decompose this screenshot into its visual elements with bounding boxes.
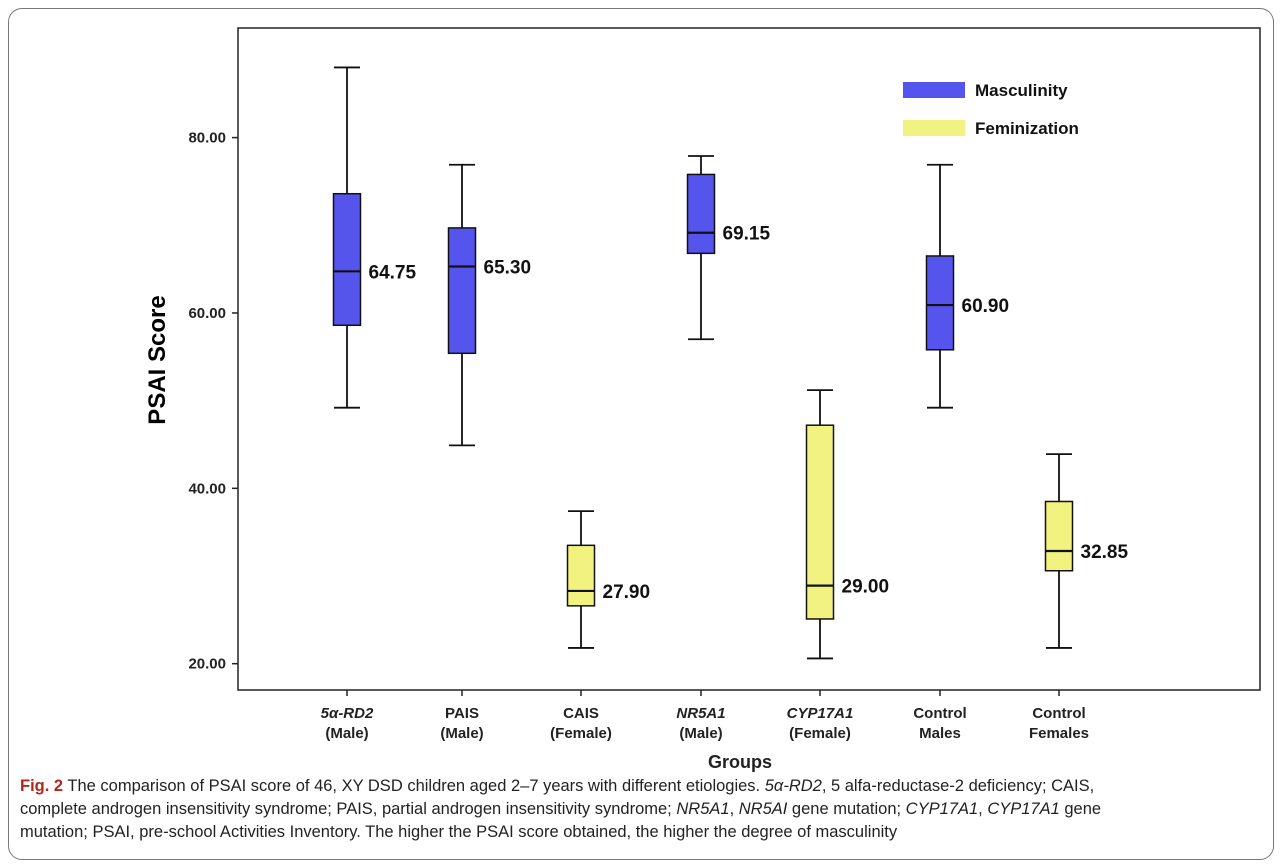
caption-text-8: mutation; PSAI, pre-school Activities In… bbox=[20, 823, 898, 841]
x-axis: 5α-RD2 (Male) PAIS (Male) CAIS (Female) NR5A1 (… bbox=[321, 690, 1089, 742]
figure-caption: Fig. 2 The comparison of PSAI score of 4… bbox=[20, 775, 1265, 844]
box-3: 27.90 bbox=[566, 510, 651, 649]
y-tick-label: 80.00 bbox=[188, 130, 226, 147]
x-tick-label-line2: (Male) bbox=[440, 725, 483, 742]
y-axis: 20.00 40.00 60.00 80.00 bbox=[188, 130, 238, 673]
box-6: 60.90 bbox=[925, 163, 1010, 409]
figure-frame bbox=[8, 8, 1274, 860]
x-tick-label-line1: Control bbox=[913, 705, 966, 722]
iqr-box bbox=[1044, 500, 1074, 572]
y-tick-label: 40.00 bbox=[188, 480, 226, 497]
x-axis-title: Groups bbox=[708, 752, 772, 772]
median-value-label: 64.75 bbox=[369, 262, 417, 283]
caption-text-4: , bbox=[729, 800, 739, 818]
iqr-box bbox=[566, 544, 596, 607]
x-tick-label-line1: 5α-RD2 bbox=[321, 705, 374, 722]
median-value-label: 60.90 bbox=[962, 296, 1010, 317]
box-5: 29.00 bbox=[805, 389, 890, 660]
caption-italic-2: NR5A1 bbox=[676, 800, 730, 818]
caption-italic-5: CYP17A1 bbox=[987, 800, 1060, 818]
caption-text-1: The comparison of PSAI score of 46, XY D… bbox=[63, 777, 765, 795]
caption-text-7: gene bbox=[1059, 800, 1102, 818]
x-tick-label-line1: PAIS bbox=[445, 705, 479, 722]
caption-text-2: , 5 alfa-reductase-2 deficiency; CAIS, bbox=[821, 777, 1095, 795]
median-value-label: 27.90 bbox=[603, 582, 651, 603]
iqr-box bbox=[447, 227, 477, 355]
legend: Masculinity Feminization bbox=[903, 81, 1079, 138]
caption-italic-1: 5α-RD2 bbox=[764, 777, 822, 795]
box-4: 69.15 bbox=[686, 155, 771, 341]
x-tick-label-line1: Control bbox=[1032, 705, 1085, 722]
caption-text-3: complete androgen insensitivity syndrome… bbox=[20, 800, 677, 818]
caption-figure-number: Fig. 2 bbox=[20, 777, 64, 795]
median-value-label: 32.85 bbox=[1081, 542, 1129, 563]
x-tick-label-line1: CAIS bbox=[563, 705, 599, 722]
iqr-box bbox=[925, 255, 955, 351]
x-tick-label-line2: Females bbox=[1029, 725, 1089, 742]
iqr-box bbox=[805, 424, 835, 620]
caption-text-6: , bbox=[978, 800, 988, 818]
plot-area-border bbox=[237, 27, 1261, 691]
legend-label: Masculinity bbox=[975, 81, 1068, 100]
x-tick-label-line2: (Male) bbox=[325, 725, 368, 742]
median-value-label: 29.00 bbox=[842, 577, 890, 598]
median-value-label: 69.15 bbox=[723, 224, 771, 245]
box-7: 32.85 bbox=[1044, 453, 1129, 649]
x-tick-label-line2: (Male) bbox=[679, 725, 722, 742]
caption-text-5: gene mutation; bbox=[787, 800, 906, 818]
y-tick-label: 20.00 bbox=[188, 656, 226, 673]
median-value-label: 65.30 bbox=[484, 257, 532, 278]
x-tick-label-line2: (Female) bbox=[789, 725, 851, 742]
caption-italic-4: CYP17A1 bbox=[905, 800, 979, 818]
caption-italic-3: NR5AI bbox=[738, 800, 788, 818]
iqr-box bbox=[332, 192, 362, 326]
box-series: 64.75 65.30 27.90 69.15 29.00 60.90 32.85 bbox=[332, 66, 1129, 660]
box-plot-chart: 20.00 40.00 60.00 80.00 64.75 65.30 27.90 69.1… bbox=[144, 27, 1261, 772]
x-tick-label-line2: (Female) bbox=[550, 725, 612, 742]
box-2: 65.30 bbox=[447, 163, 532, 447]
iqr-box bbox=[686, 173, 716, 255]
x-tick-label-line2: Males bbox=[919, 725, 961, 742]
x-tick-label-line1: CYP17A1 bbox=[787, 705, 854, 722]
y-axis-title: PSAI Score bbox=[144, 295, 171, 424]
legend-swatch bbox=[903, 82, 965, 98]
box-1: 64.75 bbox=[332, 66, 417, 409]
legend-label: Feminization bbox=[975, 119, 1079, 138]
x-tick-label-line1: NR5A1 bbox=[676, 705, 725, 722]
legend-swatch bbox=[903, 120, 965, 136]
y-tick-label: 60.00 bbox=[188, 305, 226, 322]
